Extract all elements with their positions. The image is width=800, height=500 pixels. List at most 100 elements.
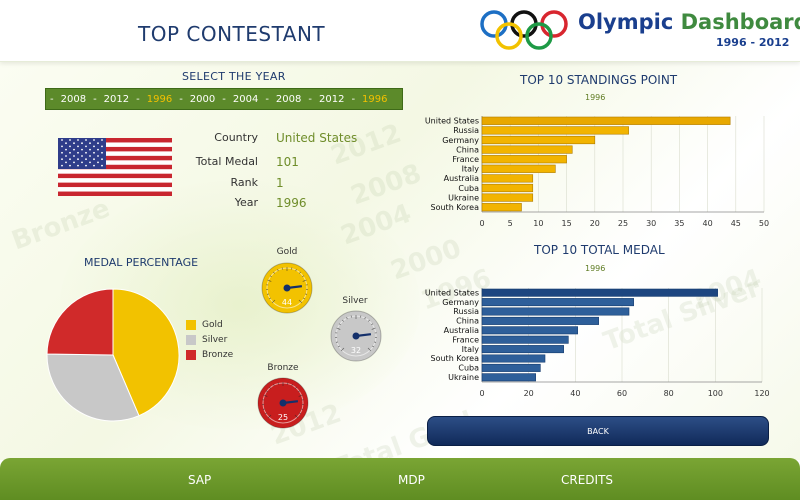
standings-chart-subtitle: 1996 <box>585 93 606 102</box>
bar-italy <box>481 164 556 173</box>
category-label: France <box>452 335 479 344</box>
gauge-tick <box>304 293 308 295</box>
year-option-2008[interactable]: 2008 <box>275 93 302 105</box>
medal-chart-title: TOP 10 TOTAL MEDAL <box>534 243 665 257</box>
gauge-hub <box>279 399 287 407</box>
year-option-2012[interactable]: 2012 <box>318 93 345 105</box>
gauge-label-bronze: Bronze <box>267 363 299 373</box>
gauge-tick <box>298 394 303 397</box>
page-title: TOP CONTESTANT <box>138 22 326 46</box>
x-tick-label: 15 <box>562 219 572 228</box>
medal-percentage-title: MEDAL PERCENTAGE <box>84 256 199 269</box>
year-option-2004[interactable]: 2004 <box>232 93 259 105</box>
gauge-hub <box>352 332 360 340</box>
year-separator: - <box>351 93 356 105</box>
x-tick-label: 30 <box>646 219 656 228</box>
total-medal-label: Total Medal <box>195 155 258 168</box>
gauge-tick <box>267 414 272 419</box>
gauge-tick <box>342 319 344 322</box>
year-selector[interactable]: -2008-2012-1996-2000-2004-2008-2012-1996 <box>45 88 403 110</box>
gauge-tick <box>371 323 374 326</box>
gauge-tick <box>294 414 299 419</box>
legend-label: Gold <box>202 319 223 330</box>
category-label: Ukraine <box>448 373 479 382</box>
x-tick-label: 50 <box>759 219 769 228</box>
year-option-2012[interactable]: 2012 <box>103 93 130 105</box>
year-separator: - <box>222 93 226 105</box>
brand-word-dashboard: Dashboard <box>680 10 800 34</box>
category-label: Russia <box>453 126 479 135</box>
gauge-value: 32 <box>351 346 361 355</box>
medal-chart-subtitle: 1996 <box>585 264 606 273</box>
category-label: United States <box>425 288 479 297</box>
year-separator: - <box>308 93 312 105</box>
year-separator: - <box>50 93 54 105</box>
gauge-value: 25 <box>278 413 288 422</box>
bronze-gauge: 25 <box>257 377 309 429</box>
back-button[interactable]: BACK <box>427 416 769 446</box>
category-label: China <box>456 317 479 326</box>
gauge-tick <box>273 271 275 274</box>
gauge-tick <box>373 341 377 343</box>
bar-ukraine <box>481 373 536 382</box>
olympic-rings-logo <box>480 10 568 50</box>
category-label: United States <box>425 117 479 126</box>
gauge-tick <box>337 345 341 348</box>
bar-cuba <box>481 183 534 193</box>
gauge-tick <box>298 299 303 304</box>
gauge-tick <box>336 327 341 330</box>
x-tick-label: 35 <box>674 219 684 228</box>
country-label: Country <box>214 131 258 144</box>
category-label: China <box>456 145 479 154</box>
medal-bar-chart: 0 20 40 60 80 100 120 United StatesGermanyRussi… <box>425 288 770 398</box>
bar-france <box>481 335 569 344</box>
year-option-2000[interactable]: 2000 <box>189 93 216 105</box>
select-year-label: SELECT THE YEAR <box>182 70 286 83</box>
x-tick-label: 20 <box>524 389 534 398</box>
category-label: Ukraine <box>448 193 479 202</box>
year-separator: - <box>93 93 97 105</box>
legend-label: Silver <box>202 334 228 345</box>
pie-slice-gold <box>112 288 180 417</box>
us-flag-icon <box>58 138 172 196</box>
legend-swatch <box>186 334 196 345</box>
x-tick-label: 20 <box>590 219 600 228</box>
header: TOP CONTESTANT Olympic Dashboard 1996 - … <box>0 0 800 62</box>
gauge-tick <box>302 275 305 278</box>
gauge-tick <box>298 390 301 393</box>
brand-word-olympic: Olympic <box>578 10 674 34</box>
x-tick-label: 10 <box>533 219 543 228</box>
gauge-tick <box>273 384 275 387</box>
country-value: United States <box>276 131 358 145</box>
gauge-tick <box>300 408 304 410</box>
legend-item-silver: Silver <box>186 332 233 347</box>
total-medal-value: 101 <box>276 155 299 169</box>
medal-pie-chart <box>46 288 180 422</box>
category-label: Cuba <box>458 184 479 193</box>
bar-france <box>481 155 567 164</box>
gauge-tick <box>265 390 268 393</box>
x-tick-label: 40 <box>703 219 713 228</box>
gauge-tick <box>302 279 307 282</box>
year-option-1996[interactable]: 1996 <box>146 93 173 105</box>
gauge-tick <box>268 297 272 300</box>
standings-bar-chart: 0 5 10 15 20 25 30 35 40 45 50 United StatesRussiaG… <box>425 116 769 228</box>
gauge-tick <box>371 327 376 330</box>
footer-link-mdp[interactable]: MDP <box>398 473 425 487</box>
category-label: France <box>452 155 479 164</box>
gauge-tick <box>266 293 270 295</box>
gauge-tick <box>371 345 375 348</box>
footer-link-credits[interactable]: CREDITS <box>561 473 614 487</box>
category-label: South Korea <box>431 203 480 212</box>
x-tick-label: 0 <box>479 219 484 228</box>
year-separator: - <box>136 93 140 105</box>
rank-value: 1 <box>276 176 284 190</box>
gauge-tick <box>271 299 276 304</box>
legend-swatch <box>186 319 196 330</box>
year-option-1996[interactable]: 1996 <box>362 93 388 105</box>
footer-link-sap[interactable]: SAP <box>188 473 212 487</box>
year-option-2008[interactable]: 2008 <box>60 93 87 105</box>
category-label: Germany <box>442 298 479 307</box>
gauge-tick <box>264 412 268 415</box>
bar-china <box>481 316 599 325</box>
